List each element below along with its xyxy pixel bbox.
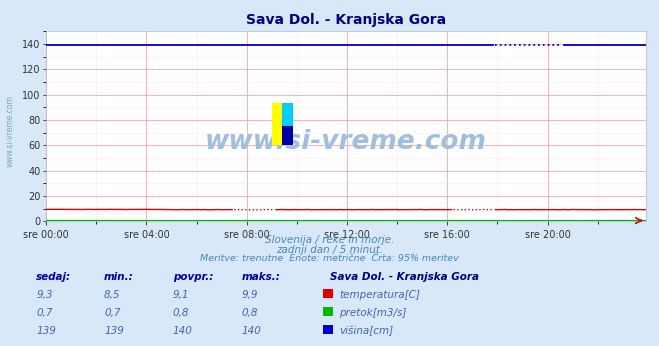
Bar — [282, 127, 293, 145]
Text: Meritve: trenutne  Enote: metrične  Črta: 95% meritev: Meritve: trenutne Enote: metrične Črta: … — [200, 254, 459, 263]
Title: Sava Dol. - Kranjska Gora: Sava Dol. - Kranjska Gora — [246, 13, 446, 27]
Text: višina[cm]: višina[cm] — [339, 326, 393, 336]
Text: 8,5: 8,5 — [104, 290, 121, 300]
Text: www.si-vreme.com: www.si-vreme.com — [5, 95, 14, 167]
Text: temperatura[C]: temperatura[C] — [339, 290, 420, 300]
Text: 0,8: 0,8 — [241, 308, 258, 318]
Text: 140: 140 — [173, 326, 192, 336]
Text: 139: 139 — [104, 326, 124, 336]
Text: zadnji dan / 5 minut.: zadnji dan / 5 minut. — [276, 245, 383, 255]
Text: Sava Dol. - Kranjska Gora: Sava Dol. - Kranjska Gora — [330, 272, 478, 282]
Text: povpr.:: povpr.: — [173, 272, 213, 282]
Text: 0,8: 0,8 — [173, 308, 189, 318]
Text: 9,3: 9,3 — [36, 290, 53, 300]
Text: 0,7: 0,7 — [36, 308, 53, 318]
Text: 0,7: 0,7 — [104, 308, 121, 318]
Bar — [282, 103, 293, 127]
Text: pretok[m3/s]: pretok[m3/s] — [339, 308, 407, 318]
Text: 140: 140 — [241, 326, 261, 336]
Text: 9,9: 9,9 — [241, 290, 258, 300]
Text: min.:: min.: — [104, 272, 134, 282]
Text: www.si-vreme.com: www.si-vreme.com — [205, 128, 487, 155]
Text: sedaj:: sedaj: — [36, 272, 71, 282]
Text: Slovenija / reke in morje.: Slovenija / reke in morje. — [265, 236, 394, 245]
Text: maks.:: maks.: — [241, 272, 280, 282]
Text: 9,1: 9,1 — [173, 290, 189, 300]
Text: 139: 139 — [36, 326, 56, 336]
Bar — [272, 103, 282, 145]
